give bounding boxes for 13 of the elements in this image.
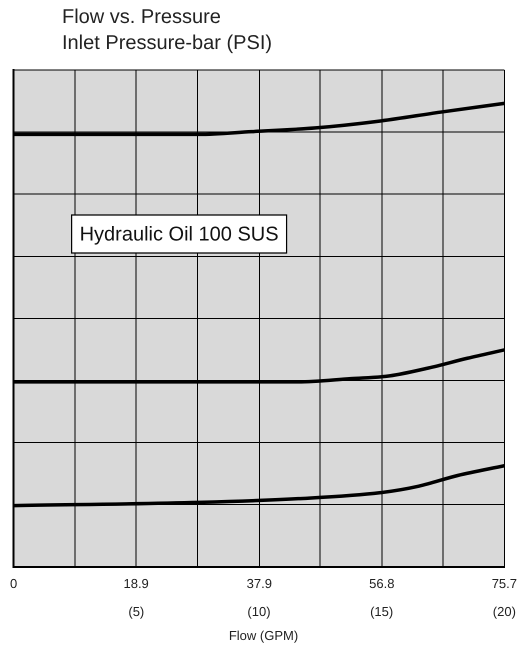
y-axis-title: Inlet Pressure-bar (PSI) [62,31,272,56]
x2-tick-label: (20) [492,604,516,619]
x2-tick-label: (10) [247,604,271,619]
chart-title: Flow vs. Pressure [62,5,222,30]
x2-tick-label: (5) [128,604,144,619]
x-tick-label: 18.9 [123,576,149,592]
x-tick-label: 0 [10,576,18,592]
x-tick-label: 37.9 [246,576,272,592]
x2-tick-label: (15) [370,604,394,619]
x-tick-label: 56.8 [369,576,394,592]
x-axis-title: Flow (GPM) [228,628,300,643]
annotation: Hydraulic Oil 100 SUS [80,224,279,246]
x-tick-label: 75.7 [492,576,518,592]
